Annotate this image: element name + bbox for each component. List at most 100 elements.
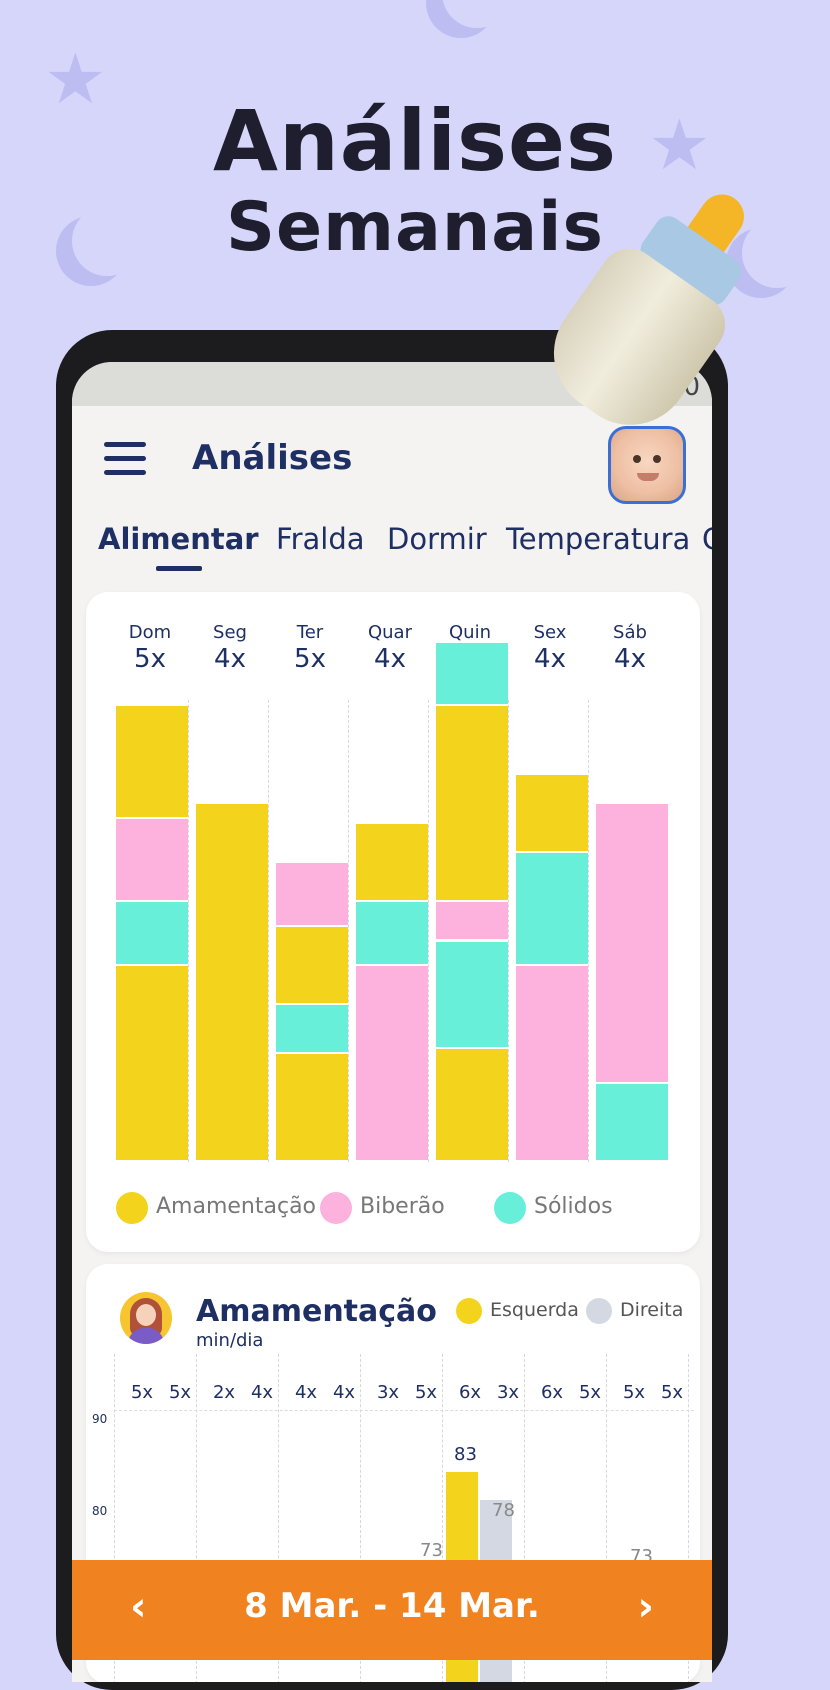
- legend-amamentacao: Amamentação: [156, 1194, 317, 1219]
- grid-line: [524, 1354, 525, 1682]
- day-count: 4x: [374, 644, 406, 674]
- tab-more[interactable]: C: [702, 522, 712, 556]
- bar-segment-solidos: [436, 941, 508, 1048]
- moon-decoration: [442, 0, 512, 28]
- tab-temperatura[interactable]: Temperatura: [506, 522, 691, 556]
- legend-esquerda: Esquerda: [490, 1299, 579, 1321]
- bar-segment-solidos: [436, 642, 508, 705]
- bar-quin: [436, 592, 508, 1162]
- day-count: 4x: [214, 644, 246, 674]
- hero-subtitle: Semanais: [226, 188, 604, 267]
- bar-quar: [356, 592, 428, 1162]
- breastfeeding-unit: min/dia: [196, 1330, 264, 1351]
- bar-ter: [276, 592, 348, 1162]
- baby-avatar[interactable]: [608, 426, 686, 504]
- date-range-bar: ‹ 8 Mar. - 14 Mar. ›: [72, 1560, 712, 1660]
- legend-solidos: Sólidos: [534, 1194, 613, 1219]
- bar-segment-biberao: [116, 819, 188, 901]
- bar-segment-solidos: [356, 902, 428, 964]
- y-tick-80: 80: [92, 1504, 108, 1518]
- bar-segment-solidos: [116, 902, 188, 964]
- bar-segment-amamentacao: [276, 926, 348, 1004]
- prev-week-button[interactable]: ‹: [130, 1584, 147, 1630]
- legend-direita: Direita: [620, 1299, 684, 1321]
- legend-dot-biberao: [320, 1192, 352, 1224]
- count-esquerda: 5x: [622, 1382, 646, 1403]
- bar-segment-amamentacao: [356, 823, 428, 901]
- count-direita: 4x: [332, 1382, 356, 1403]
- day-label: Quin: [449, 622, 491, 643]
- tab-dormir[interactable]: Dormir: [387, 522, 487, 556]
- bar-segment-amamentacao: [436, 1049, 508, 1160]
- grid-line: [278, 1354, 279, 1682]
- day-label: Sex: [533, 622, 567, 643]
- bar-segment-amamentacao: [436, 706, 508, 901]
- count-esquerda: 3x: [376, 1382, 400, 1403]
- bar-segment-solidos: [276, 1005, 348, 1053]
- day-label: Ter: [296, 622, 324, 643]
- value-label: 73: [420, 1540, 443, 1561]
- tab-underline: [156, 566, 202, 571]
- y-tick-90: 90: [92, 1412, 108, 1426]
- grid-line: [428, 700, 429, 1162]
- next-week-button[interactable]: ›: [637, 1584, 654, 1630]
- grid-line: [114, 1354, 115, 1682]
- menu-icon[interactable]: [104, 442, 148, 478]
- count-direita: 5x: [660, 1382, 684, 1403]
- value-label: 78: [492, 1500, 515, 1521]
- grid-line: [348, 700, 349, 1162]
- bar-sáb: [596, 592, 668, 1162]
- day-label: Quar: [367, 622, 412, 643]
- grid-line: [588, 700, 589, 1162]
- date-range-label: 8 Mar. - 14 Mar.: [244, 1586, 540, 1626]
- day-label: Sáb: [613, 622, 647, 643]
- tab-fralda[interactable]: Fralda: [276, 522, 365, 556]
- count-esquerda: 5x: [130, 1382, 154, 1403]
- bar-segment-amamentacao: [276, 1054, 348, 1160]
- grid-line: [442, 1354, 443, 1682]
- legend-dot-direita: [586, 1298, 612, 1324]
- grid-line: [114, 1410, 694, 1411]
- breastfeeding-title: Amamentação: [196, 1294, 437, 1329]
- count-direita: 4x: [250, 1382, 274, 1403]
- app-screen: 2:30 Análises Alimentar Fralda Dormir Te…: [72, 362, 712, 1682]
- count-direita: 3x: [496, 1382, 520, 1403]
- page-title: Análises: [192, 438, 353, 478]
- tab-alimentar[interactable]: Alimentar: [98, 522, 259, 556]
- bar-segment-biberao: [276, 863, 348, 925]
- bar-seg: [196, 592, 268, 1162]
- bar-segment-biberao: [436, 902, 508, 940]
- grid-line: [688, 1354, 689, 1682]
- count-direita: 5x: [578, 1382, 602, 1403]
- count-esquerda: 6x: [458, 1382, 482, 1403]
- legend-dot-esquerda: [456, 1298, 482, 1324]
- grid-line: [360, 1354, 361, 1682]
- day-count: 5x: [294, 644, 326, 674]
- legend-biberao: Biberão: [360, 1194, 445, 1219]
- feeding-chart-card: Dom5xSeg4xTer5xQuar4xQuin6xSex4xSáb4x Am…: [86, 592, 700, 1252]
- count-direita: 5x: [168, 1382, 192, 1403]
- count-direita: 5x: [414, 1382, 438, 1403]
- bar-segment-solidos: [596, 1083, 668, 1160]
- legend-dot-solidos: [494, 1192, 526, 1224]
- legend-dot-amamentacao: [116, 1192, 148, 1224]
- bar-segment-amamentacao: [116, 706, 188, 817]
- grid-line: [196, 1354, 197, 1682]
- grid-line: [508, 700, 509, 1162]
- hero-title: Análises: [212, 92, 618, 190]
- bar-segment-solidos: [516, 853, 588, 964]
- day-label: Dom: [128, 622, 172, 643]
- bar-segment-amamentacao: [116, 966, 188, 1160]
- day-count: 4x: [614, 644, 646, 674]
- bar-segment-biberao: [596, 804, 668, 1082]
- bar-segment-biberao: [356, 966, 428, 1160]
- tab-bar: Alimentar Fralda Dormir Temperatura C: [98, 522, 712, 582]
- grid-line: [606, 1354, 607, 1682]
- bar-segment-biberao: [516, 966, 588, 1160]
- grid-line: [188, 700, 189, 1162]
- mother-avatar-icon: [120, 1292, 172, 1344]
- bar-dom: [116, 592, 188, 1162]
- day-count: 4x: [534, 644, 566, 674]
- day-count: 5x: [134, 644, 166, 674]
- day-label: Seg: [213, 622, 247, 643]
